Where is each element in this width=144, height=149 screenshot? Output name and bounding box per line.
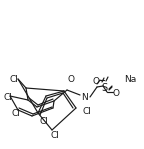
Text: O: O bbox=[92, 77, 100, 87]
Text: Na: Na bbox=[124, 76, 136, 84]
Text: O: O bbox=[68, 74, 74, 83]
Text: S: S bbox=[101, 83, 107, 93]
Text: Cl: Cl bbox=[12, 110, 21, 118]
Text: Cl: Cl bbox=[3, 93, 12, 101]
Text: O: O bbox=[112, 89, 120, 97]
Text: N: N bbox=[81, 93, 87, 101]
Text: Cl: Cl bbox=[40, 118, 48, 127]
Text: Cl: Cl bbox=[10, 76, 19, 84]
Text: Cl: Cl bbox=[83, 107, 91, 115]
Text: Cl: Cl bbox=[51, 131, 59, 139]
